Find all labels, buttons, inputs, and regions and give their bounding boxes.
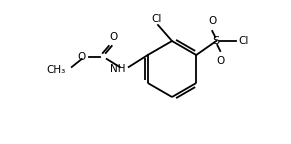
Text: O: O bbox=[110, 32, 118, 41]
Text: S: S bbox=[213, 36, 220, 46]
Text: CH₃: CH₃ bbox=[47, 65, 66, 75]
Text: O: O bbox=[208, 17, 217, 26]
Text: Cl: Cl bbox=[152, 14, 162, 23]
Text: O: O bbox=[77, 52, 86, 62]
Text: O: O bbox=[216, 55, 224, 66]
Text: Cl: Cl bbox=[238, 36, 249, 46]
Text: NH: NH bbox=[110, 64, 126, 74]
